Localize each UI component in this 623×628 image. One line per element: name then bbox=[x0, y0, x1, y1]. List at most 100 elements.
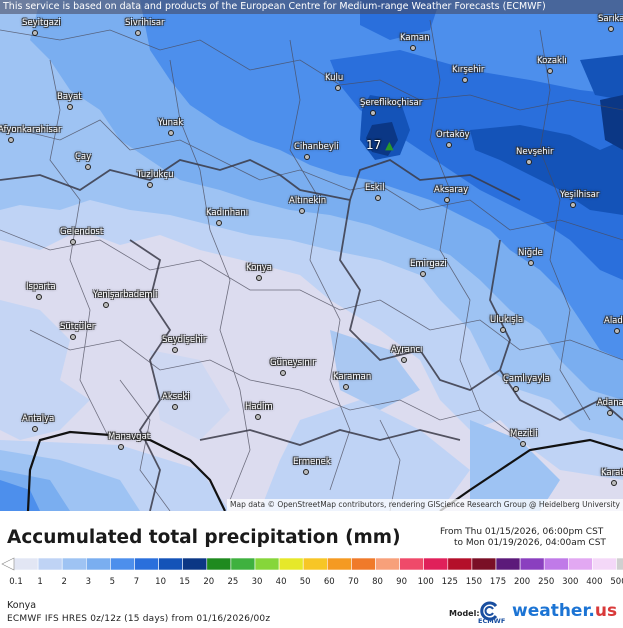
precipitation-colorbar bbox=[1, 557, 623, 571]
colorbar-swatch bbox=[134, 557, 159, 571]
city-marker bbox=[118, 444, 124, 450]
city-label[interactable]: Tuzlukçu bbox=[137, 170, 174, 180]
map-attribution[interactable]: Map data © OpenStreetMap contributors, r… bbox=[227, 499, 623, 511]
colorbar-swatch bbox=[567, 557, 593, 571]
city-label[interactable]: Ermenek bbox=[293, 457, 331, 467]
peak-value-marker: 17 ▲ bbox=[366, 138, 394, 152]
city-label[interactable]: Kulu bbox=[325, 73, 344, 83]
colorbar-swatch bbox=[206, 557, 232, 571]
city-marker bbox=[280, 370, 286, 376]
city-label[interactable]: Güneysınır bbox=[270, 358, 316, 368]
city-label[interactable]: Ulukışla bbox=[490, 315, 524, 325]
city-label[interactable]: Aladağ bbox=[604, 316, 623, 326]
city-label[interactable]: Yunak bbox=[158, 118, 184, 128]
colorbar-swatch bbox=[519, 557, 545, 571]
city-label[interactable]: Konya bbox=[246, 263, 272, 273]
colorbar-swatch bbox=[399, 557, 425, 571]
city-marker bbox=[172, 404, 178, 410]
city-label[interactable]: Kaman bbox=[400, 33, 430, 43]
city-label[interactable]: Gelendost bbox=[60, 227, 104, 237]
city-label[interactable]: Hadim bbox=[245, 402, 273, 412]
colorbar-tick: 90 bbox=[396, 577, 408, 587]
city-label[interactable]: Sivrihisar bbox=[125, 18, 165, 28]
colorbar-tick: 40 bbox=[275, 577, 287, 587]
city-label[interactable]: Cihanbeyli bbox=[294, 142, 339, 152]
colorbar-tick: 50 bbox=[299, 577, 311, 587]
city-marker bbox=[135, 30, 141, 36]
city-label[interactable]: Çay bbox=[75, 152, 92, 162]
city-marker bbox=[370, 110, 376, 116]
colorbar-swatch bbox=[616, 557, 623, 571]
city-marker bbox=[343, 384, 349, 390]
city-marker bbox=[520, 441, 526, 447]
city-label[interactable]: Mezitli bbox=[510, 429, 538, 439]
colorbar-tick: 0.1 bbox=[9, 577, 23, 587]
colorbar-tick: 150 bbox=[465, 577, 483, 587]
city-label[interactable]: Aksaray bbox=[434, 185, 469, 195]
city-label[interactable]: Şereflikoçhisar bbox=[360, 98, 423, 108]
city-marker bbox=[303, 469, 309, 475]
city-label[interactable]: Eskil bbox=[365, 183, 385, 193]
location-name: Konya bbox=[7, 600, 37, 611]
colorbar-tick: 200 bbox=[513, 577, 531, 587]
city-label[interactable]: Adana bbox=[597, 398, 623, 408]
colorbar-tick: 80 bbox=[372, 577, 383, 587]
brand-tld: us bbox=[594, 601, 618, 621]
city-label[interactable]: Akseki bbox=[162, 392, 190, 402]
colorbar-swatch bbox=[423, 557, 449, 571]
city-marker bbox=[103, 302, 109, 308]
colorbar-swatch bbox=[278, 557, 304, 571]
city-label[interactable]: Çamlıyayla bbox=[503, 374, 550, 384]
city-marker bbox=[216, 220, 222, 226]
city-marker bbox=[401, 357, 407, 363]
precipitation-map[interactable]: This service is based on data and produc… bbox=[0, 0, 623, 511]
colorbar-tick-labels: 0.1 1 2 3 5 7 10 15 20 25 30 40 50 60 70 80 90 100 125 150 1… bbox=[0, 577, 623, 589]
model-label: Model: bbox=[449, 609, 480, 618]
city-label[interactable]: Seyitgazi bbox=[22, 18, 61, 28]
city-label[interactable]: Isparta bbox=[26, 282, 56, 292]
city-label[interactable]: Manavgat bbox=[108, 432, 151, 442]
brand-name: weather. bbox=[512, 601, 595, 621]
colorbar-swatch bbox=[254, 557, 280, 571]
city-label[interactable]: Emirgazi bbox=[410, 259, 447, 269]
city-label[interactable]: Ortaköy bbox=[436, 130, 470, 140]
city-label[interactable]: Altınekin bbox=[289, 196, 327, 206]
city-label[interactable]: Karataş bbox=[601, 468, 623, 478]
colorbar-tick: 250 bbox=[538, 577, 555, 587]
city-label[interactable]: Kadınhanı bbox=[206, 208, 249, 218]
colorbar-swatch bbox=[592, 557, 617, 571]
city-label[interactable]: Kozaklı bbox=[537, 56, 567, 66]
city-label[interactable]: Niğde bbox=[518, 248, 543, 258]
city-marker bbox=[70, 334, 76, 340]
city-label[interactable]: Afyonkarahisar bbox=[0, 125, 62, 135]
legend-title: Accumulated total precipitation (mm) bbox=[7, 527, 401, 548]
colorbar-swatch bbox=[86, 557, 111, 571]
city-label[interactable]: Ayrancı bbox=[391, 345, 423, 355]
city-marker bbox=[410, 45, 416, 51]
city-label[interactable]: Karaman bbox=[333, 372, 372, 382]
city-marker bbox=[500, 327, 506, 333]
city-marker bbox=[547, 68, 553, 74]
city-marker bbox=[420, 271, 426, 277]
city-label[interactable]: Yenişarbademli bbox=[93, 290, 158, 300]
colorbar-tick: 125 bbox=[441, 577, 458, 587]
period-to: to Mon 01/19/2026, 04:00am CST bbox=[454, 538, 606, 548]
colorbar-swatch bbox=[302, 557, 328, 571]
colorbar-swatch bbox=[110, 557, 135, 571]
city-label[interactable]: Bayat bbox=[57, 92, 82, 102]
forecast-period: From Thu 01/15/2026, 06:00pm CST to Mon … bbox=[440, 527, 606, 549]
city-label[interactable]: Sütçüler bbox=[60, 322, 96, 332]
city-label[interactable]: Seydişehir bbox=[162, 335, 207, 345]
colorbar-tick: 30 bbox=[251, 577, 263, 587]
city-marker bbox=[299, 208, 305, 214]
colorbar-swatch bbox=[375, 557, 400, 571]
colorbar-swatch bbox=[351, 557, 376, 571]
city-label[interactable]: Antalya bbox=[22, 414, 55, 424]
weather-us-logo[interactable]: weather.us bbox=[512, 601, 617, 621]
colorbar-tick: 500 bbox=[610, 577, 623, 587]
city-label[interactable]: Nevşehir bbox=[516, 147, 554, 157]
city-label[interactable]: Sarıkaya bbox=[598, 14, 623, 24]
city-label[interactable]: Yeşilhisar bbox=[560, 190, 600, 200]
city-label[interactable]: Kırşehir bbox=[452, 65, 485, 75]
city-marker bbox=[36, 294, 42, 300]
